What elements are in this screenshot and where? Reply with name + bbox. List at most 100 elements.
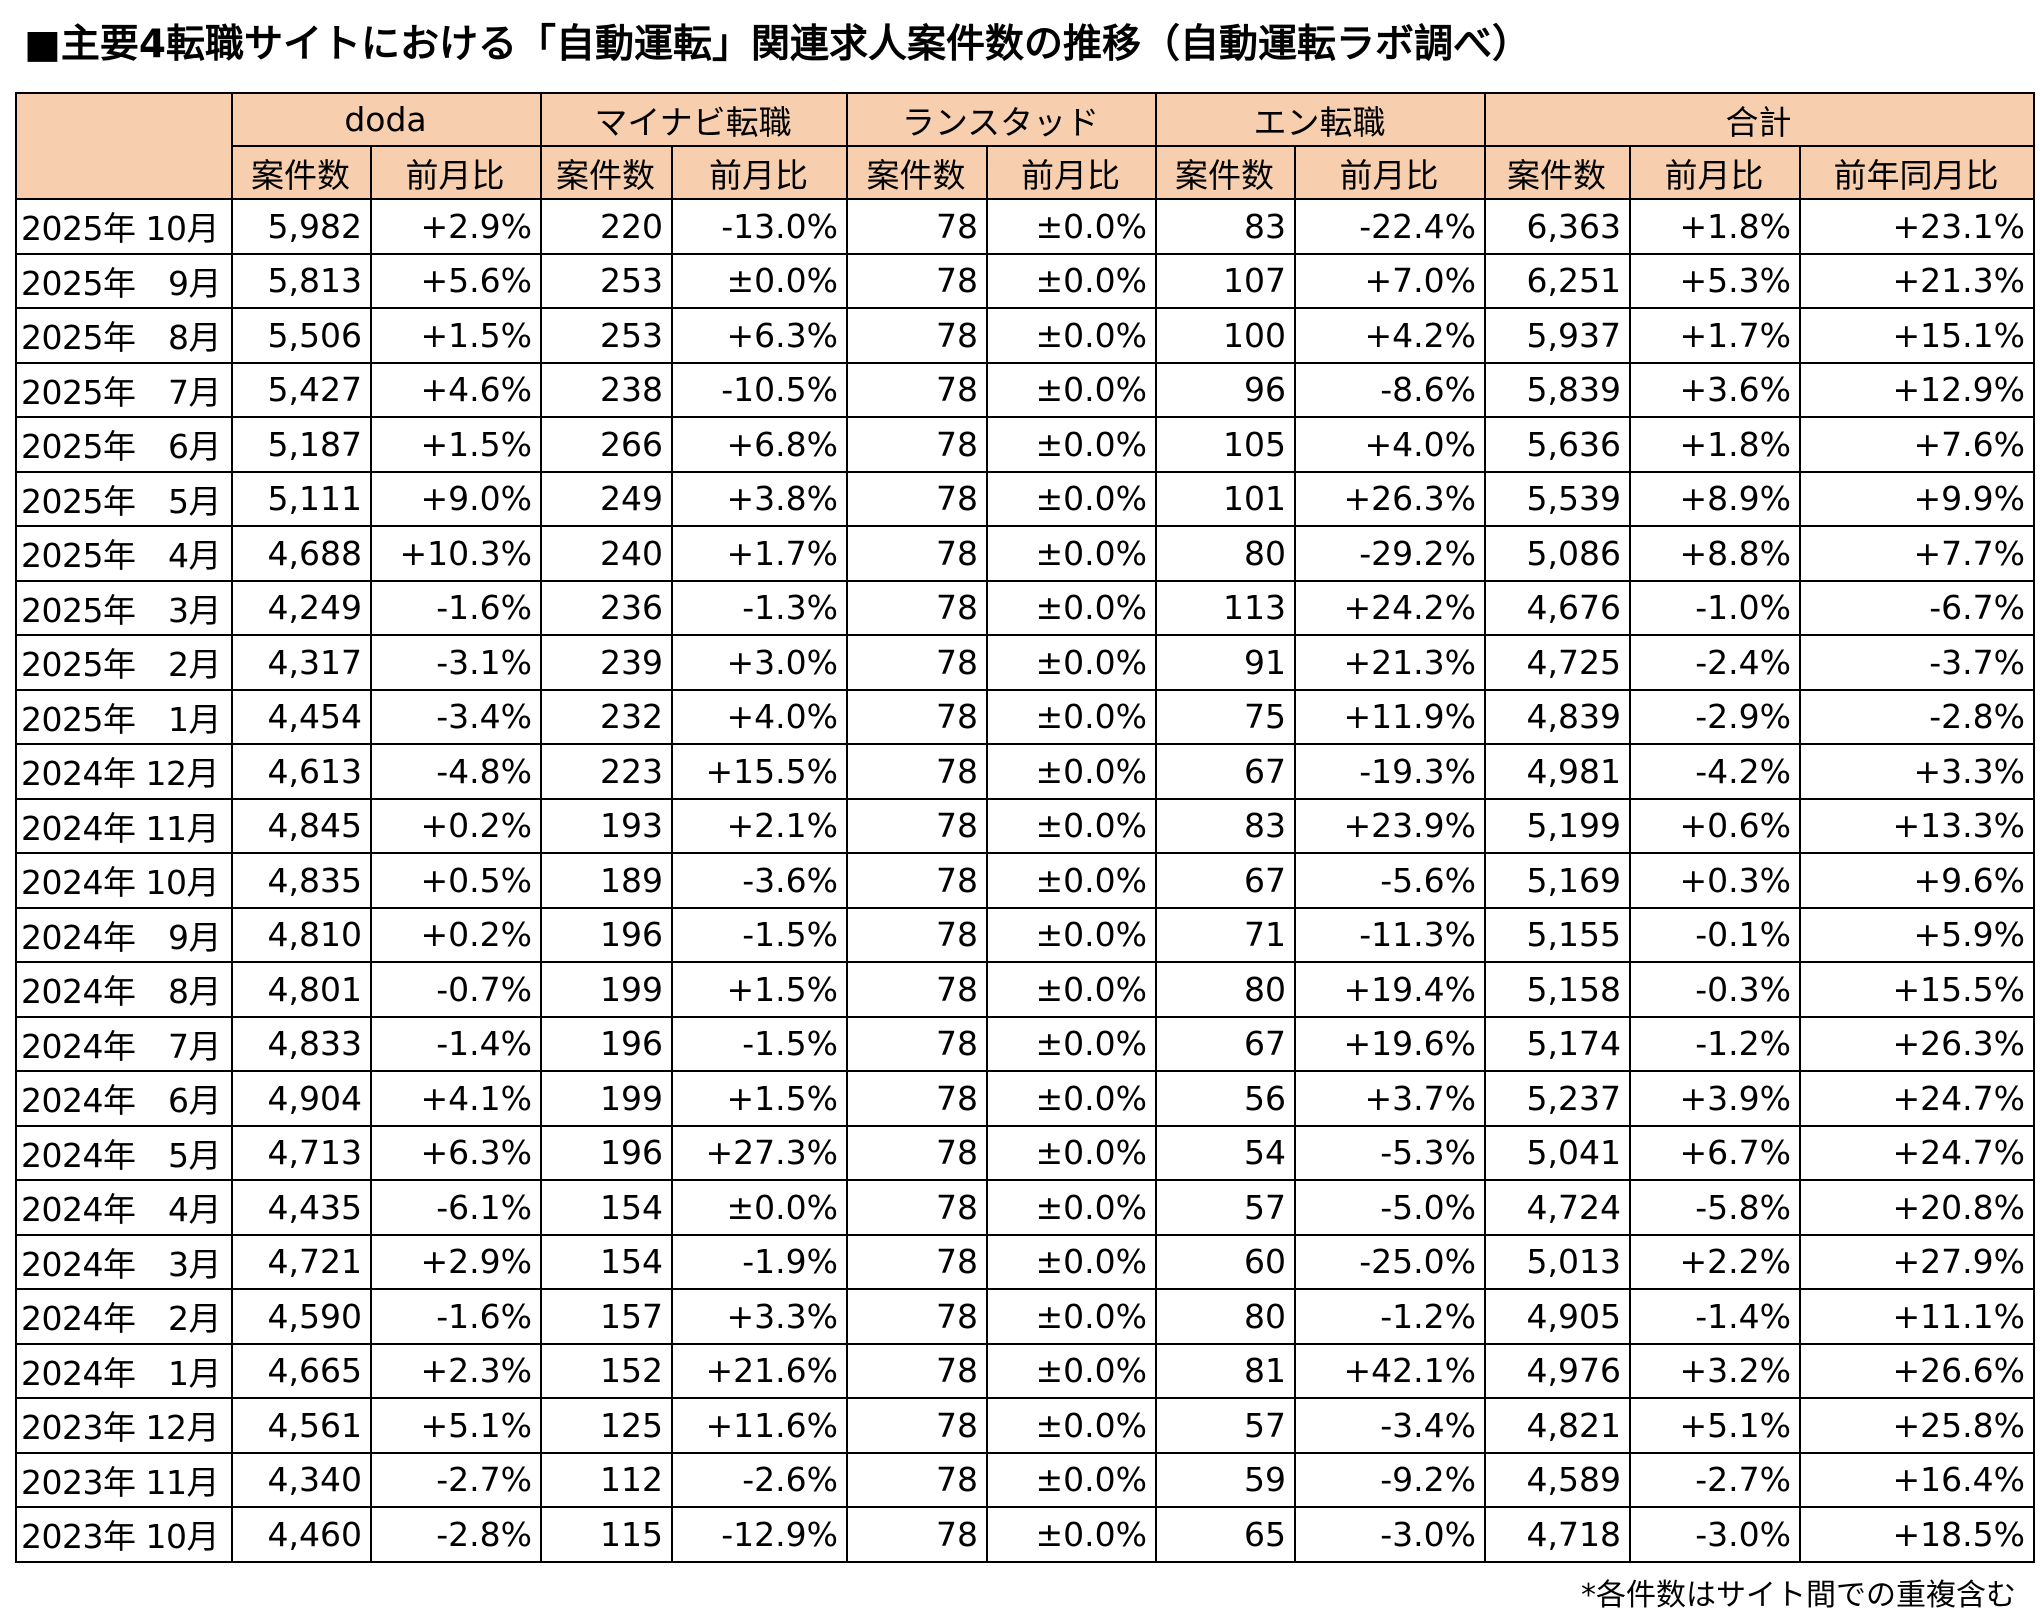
table-cell: +5.3% bbox=[1629, 252, 1801, 309]
table-cell: +19.4% bbox=[1294, 961, 1486, 1018]
table-cell: 4,718 bbox=[1484, 1506, 1631, 1563]
period-cell: 2023年 12月 bbox=[15, 1397, 233, 1454]
table-cell: +4.0% bbox=[1294, 416, 1486, 473]
table-row: 2025年 3月 4,249 -1.6% 236 -1.3% 78 ±0.0% 113 +24.… bbox=[15, 579, 2036, 636]
table-cell: ±0.0% bbox=[986, 470, 1157, 527]
table-cell: 4,713 bbox=[231, 1124, 372, 1181]
column-header: 案件数 bbox=[1155, 145, 1296, 200]
table-cell: +21.6% bbox=[671, 1342, 848, 1399]
table-row: 2025年 8月 5,506 +1.5% 253 +6.3% 78 ±0.0% 100 +4.2… bbox=[15, 307, 2036, 364]
table-cell: -2.7% bbox=[1629, 1451, 1801, 1508]
period-cell: 2024年 3月 bbox=[15, 1233, 233, 1290]
table-cell: +15.5% bbox=[1798, 961, 2036, 1018]
table-cell: -2.4% bbox=[1629, 634, 1801, 691]
table-cell: +5.1% bbox=[370, 1397, 542, 1454]
table-cell: ±0.0% bbox=[986, 307, 1157, 364]
table-cell: +9.0% bbox=[370, 470, 542, 527]
table-cell: +0.3% bbox=[1629, 852, 1801, 909]
period-cell: 2024年 9月 bbox=[15, 906, 233, 963]
table-cell: 6,363 bbox=[1484, 198, 1631, 255]
table-cell: 4,845 bbox=[231, 797, 372, 854]
table-cell: 78 bbox=[846, 1179, 988, 1236]
table-row: 2023年 12月 4,561 +5.1% 125 +11.6% 78 ±0.0% 57 -3.… bbox=[15, 1397, 2036, 1454]
table-cell: -1.4% bbox=[370, 1015, 542, 1072]
table-cell: 220 bbox=[540, 198, 673, 255]
table-cell: 59 bbox=[1155, 1451, 1296, 1508]
table-cell: 78 bbox=[846, 1070, 988, 1127]
table-cell: +24.7% bbox=[1798, 1070, 2036, 1127]
period-cell: 2025年 1月 bbox=[15, 688, 233, 745]
table-cell: +2.9% bbox=[370, 1233, 542, 1290]
table-row: 2024年 9月 4,810 +0.2% 196 -1.5% 78 ±0.0% 71 -11.3… bbox=[15, 906, 2036, 963]
table-cell: 5,169 bbox=[1484, 852, 1631, 909]
corner-cell bbox=[15, 92, 233, 200]
table-cell: 199 bbox=[540, 1070, 673, 1127]
table-cell: -1.0% bbox=[1629, 579, 1801, 636]
table-cell: 57 bbox=[1155, 1179, 1296, 1236]
table-cell: 232 bbox=[540, 688, 673, 745]
table-cell: +7.0% bbox=[1294, 252, 1486, 309]
table-cell: -2.8% bbox=[370, 1506, 542, 1563]
table-cell: 71 bbox=[1155, 906, 1296, 963]
table-cell: 4,454 bbox=[231, 688, 372, 745]
table-cell: -13.0% bbox=[671, 198, 848, 255]
table-cell: +2.2% bbox=[1629, 1233, 1801, 1290]
table-cell: ±0.0% bbox=[986, 1397, 1157, 1454]
metric-header-row: 案件数 前月比 案件数 前月比 案件数 前月比 案件数 前月比 案件数 前月比 … bbox=[16, 145, 2036, 200]
table-cell: -1.5% bbox=[671, 906, 848, 963]
period-cell: 2024年 12月 bbox=[15, 743, 233, 800]
table-cell: 4,340 bbox=[231, 1451, 372, 1508]
table-cell: 78 bbox=[846, 1233, 988, 1290]
table-cell: +25.8% bbox=[1798, 1397, 2036, 1454]
table-cell: ±0.0% bbox=[986, 525, 1157, 582]
table-cell: +9.9% bbox=[1798, 470, 2036, 527]
table-cell: +3.7% bbox=[1294, 1070, 1486, 1127]
table-cell: 4,460 bbox=[231, 1506, 372, 1563]
table-cell: 154 bbox=[540, 1179, 673, 1236]
table-row: 2024年 5月 4,713 +6.3% 196 +27.3% 78 ±0.0% 54 -5.3… bbox=[15, 1124, 2036, 1181]
table-cell: 5,013 bbox=[1484, 1233, 1631, 1290]
table-cell: +3.0% bbox=[671, 634, 848, 691]
table-cell: 78 bbox=[846, 688, 988, 745]
table-cell: 56 bbox=[1155, 1070, 1296, 1127]
table-cell: 96 bbox=[1155, 361, 1296, 418]
table-cell: ±0.0% bbox=[986, 1124, 1157, 1181]
table-cell: ±0.0% bbox=[986, 743, 1157, 800]
table-cell: +0.6% bbox=[1629, 797, 1801, 854]
column-header: 前月比 bbox=[1294, 145, 1486, 200]
table-cell: +24.7% bbox=[1798, 1124, 2036, 1181]
table-cell: 67 bbox=[1155, 1015, 1296, 1072]
table-cell: 5,839 bbox=[1484, 361, 1631, 418]
table-cell: 83 bbox=[1155, 198, 1296, 255]
table-row: 2024年 3月 4,721 +2.9% 154 -1.9% 78 ±0.0% 60 -25.0… bbox=[15, 1233, 2036, 1290]
table-cell: 80 bbox=[1155, 1288, 1296, 1345]
table-row: 2025年 9月 5,813 +5.6% 253 ±0.0% 78 ±0.0% 107 +7.0… bbox=[15, 252, 2036, 309]
table-cell: +21.3% bbox=[1294, 634, 1486, 691]
table-cell: 78 bbox=[846, 252, 988, 309]
table-cell: +10.3% bbox=[370, 525, 542, 582]
table-cell: +1.8% bbox=[1629, 198, 1801, 255]
column-header: 案件数 bbox=[231, 145, 372, 200]
table-cell: +26.3% bbox=[1294, 470, 1486, 527]
table-cell: 4,590 bbox=[231, 1288, 372, 1345]
table-cell: 60 bbox=[1155, 1233, 1296, 1290]
table-cell: 199 bbox=[540, 961, 673, 1018]
table-cell: 4,561 bbox=[231, 1397, 372, 1454]
job-count-table: doda マイナビ転職 ランスタッド エン転職 合計 案件数 前月比 案件数 前… bbox=[15, 92, 2036, 1563]
table-cell: 112 bbox=[540, 1451, 673, 1508]
table-cell: -2.8% bbox=[1798, 688, 2036, 745]
table-cell: 78 bbox=[846, 634, 988, 691]
table-cell: 75 bbox=[1155, 688, 1296, 745]
table-cell: 4,801 bbox=[231, 961, 372, 1018]
table-cell: 4,589 bbox=[1484, 1451, 1631, 1508]
table-cell: +3.8% bbox=[671, 470, 848, 527]
period-cell: 2023年 11月 bbox=[15, 1451, 233, 1508]
table-cell: 5,237 bbox=[1484, 1070, 1631, 1127]
table-cell: -1.6% bbox=[370, 1288, 542, 1345]
table-row: 2025年 2月 4,317 -3.1% 239 +3.0% 78 ±0.0% 91 +21.3… bbox=[15, 634, 2036, 691]
table-cell: 91 bbox=[1155, 634, 1296, 691]
table-cell: 4,435 bbox=[231, 1179, 372, 1236]
table-cell: -4.2% bbox=[1629, 743, 1801, 800]
table-cell: 78 bbox=[846, 416, 988, 473]
column-header: 案件数 bbox=[1484, 145, 1631, 200]
